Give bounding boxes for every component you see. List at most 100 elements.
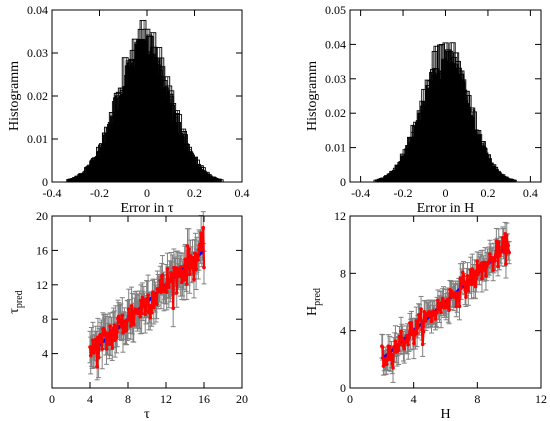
prediction-point (462, 282, 467, 286)
prediction-point (396, 348, 401, 353)
prediction-point (109, 331, 114, 336)
prediction-point (414, 319, 419, 323)
prediction-point (169, 277, 174, 281)
y-tick-label: 8 (42, 312, 48, 326)
y-tick-label: 20 (36, 209, 48, 223)
y-tick-label: 8 (340, 266, 346, 280)
prediction-point (185, 244, 190, 248)
prediction-point (96, 355, 101, 360)
y-axis-label: Histogramm (305, 61, 320, 131)
y-tick-label: 0.01 (27, 132, 48, 146)
prediction-point (129, 324, 133, 328)
prediction-point (201, 225, 206, 230)
scatter-marks (87, 211, 207, 381)
prediction-point (189, 258, 193, 263)
prediction-point (94, 344, 99, 348)
y-axis-label: τpred (7, 290, 25, 313)
prediction-point (468, 279, 472, 284)
prediction-point (110, 346, 115, 350)
prediction-point (184, 273, 188, 278)
prediction-point (497, 253, 502, 258)
y-tick-label: 0 (42, 175, 48, 189)
prediction-point (153, 295, 158, 299)
prediction-point (420, 342, 425, 347)
prediction-point (199, 231, 203, 235)
prediction-point (429, 319, 434, 324)
histogram-marks (66, 20, 224, 183)
prediction-point (88, 353, 93, 358)
prediction-point (177, 271, 182, 275)
y-tick-label: 12 (36, 278, 48, 292)
prediction-point (149, 310, 154, 315)
prediction-point (435, 310, 439, 315)
prediction-point (116, 314, 121, 319)
prediction-point (458, 276, 463, 281)
prediction-point (177, 267, 181, 272)
y-tick-label: 0.04 (27, 3, 48, 17)
x-tick-label: -0.4 (351, 186, 370, 200)
prediction-point (122, 319, 127, 324)
prediction-point (475, 259, 479, 263)
prediction-point (197, 248, 201, 252)
x-axis-label: τ (144, 407, 150, 421)
tick-marks (350, 9, 541, 183)
scatter-marks (379, 221, 512, 383)
prediction-point (461, 273, 466, 278)
prediction-point (172, 274, 177, 278)
prediction-point (194, 267, 198, 272)
prediction-point (478, 265, 483, 270)
panel-h-prediction-scatter: 0 4 8 12 0 4 8 12 H Hpred (305, 209, 547, 421)
prediction-point (106, 331, 111, 336)
prediction-point (137, 308, 142, 312)
prediction-point (98, 337, 103, 341)
prediction-point (138, 314, 142, 319)
prediction-point (146, 310, 151, 315)
y-tick-label: 4 (42, 347, 48, 361)
prediction-point (195, 252, 199, 257)
tick-labels: -0.4 -0.2 0 0.2 0.4 0 0.01 0.02 0.03 0.04 0.05 (325, 3, 538, 200)
prediction-point (113, 338, 117, 343)
y-tick-label: 0.01 (325, 141, 346, 155)
x-tick-label: 0 (347, 392, 353, 406)
prediction-point (491, 268, 495, 273)
prediction-point (174, 291, 179, 295)
x-tick-label: 0.4 (523, 186, 538, 200)
prediction-point (181, 269, 186, 273)
prediction-point (496, 264, 500, 269)
prediction-point (128, 317, 132, 322)
prediction-point (412, 341, 416, 346)
prediction-point (449, 289, 454, 293)
prediction-point (474, 276, 479, 281)
prediction-point (454, 304, 459, 309)
prediction-point (148, 315, 153, 320)
prediction-point (495, 250, 499, 254)
y-tick-label: 0 (340, 175, 346, 189)
prediction-point (404, 340, 408, 344)
prediction-point (182, 278, 186, 282)
plot-frame (51, 9, 243, 183)
prediction-point (400, 336, 405, 341)
prediction-point (127, 312, 132, 317)
prediction-point (144, 309, 148, 313)
prediction-point (186, 266, 191, 270)
prediction-point (129, 304, 134, 308)
prediction-point (488, 252, 492, 256)
y-tick-label: 0 (340, 381, 346, 395)
prediction-point (437, 307, 442, 311)
y-tick-label: 0.04 (325, 37, 346, 51)
prediction-point (501, 241, 506, 246)
prediction-point (421, 329, 426, 334)
prediction-point (101, 326, 106, 331)
y-axis-label-subscript: pred (14, 290, 25, 308)
x-axis-label: H (440, 407, 450, 421)
prediction-point (108, 324, 112, 328)
prediction-point (472, 282, 476, 286)
prediction-point (504, 233, 509, 238)
y-tick-label: 0.02 (27, 89, 48, 103)
prediction-point (389, 352, 394, 357)
prediction-point (190, 255, 195, 260)
prediction-point (183, 257, 188, 262)
prediction-point (121, 323, 126, 328)
panel-h-error-histogram: -0.4 -0.2 0 0.2 0.4 0 0.01 0.02 0.03 0.04 0.05 Err… (305, 3, 542, 216)
x-tick-label: 20 (236, 392, 248, 406)
